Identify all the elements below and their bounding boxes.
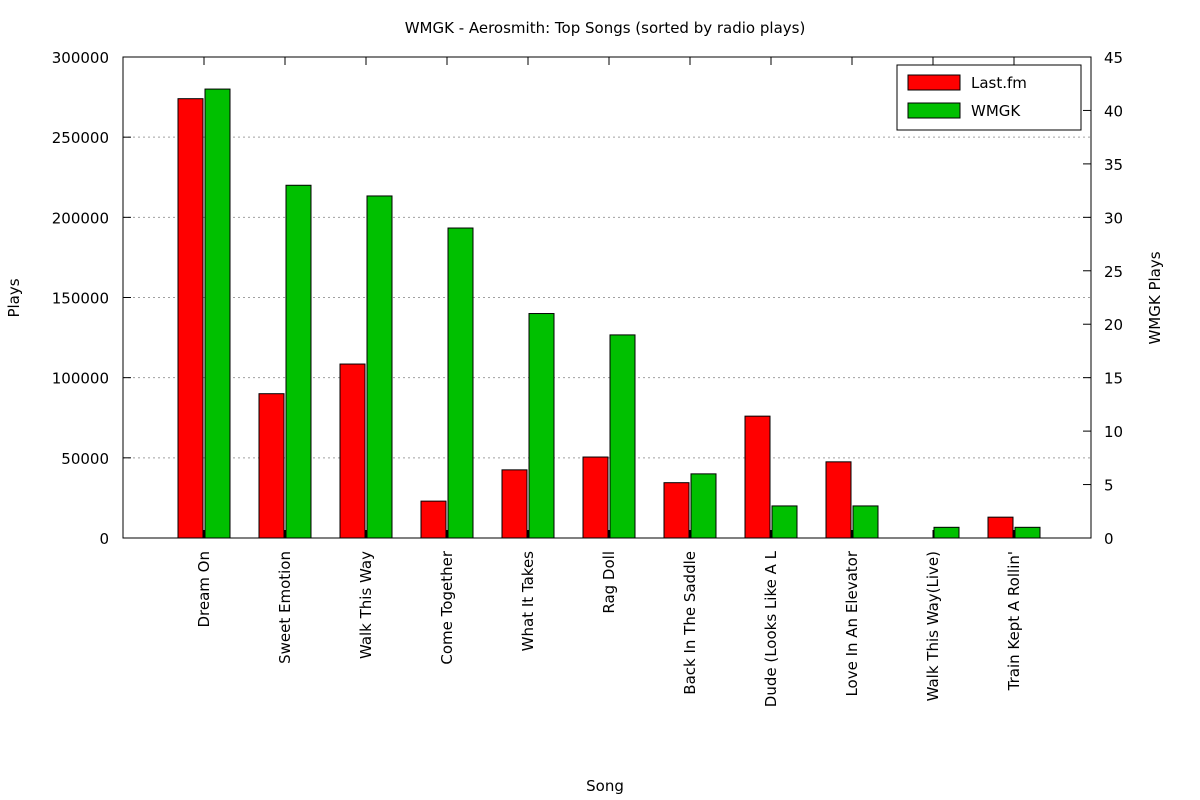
y2-tick-labels: 0 5 10 15 20 25 30 35 40 45 — [1104, 49, 1123, 548]
bars — [177, 88, 1041, 539]
x-tick-label: Dream On — [195, 551, 213, 628]
bar-lastfm — [501, 469, 528, 539]
y2-tick-label: 5 — [1104, 477, 1114, 495]
legend: Last.fm WMGK — [896, 64, 1082, 131]
bar-lastfm — [582, 456, 609, 539]
bar-lastfm — [258, 393, 285, 539]
legend-swatch-wmgk — [907, 102, 961, 119]
bar-wmgk — [690, 473, 717, 539]
x-tick-label: Walk This Way(Live) — [924, 551, 942, 701]
bar-wmgk — [609, 334, 636, 539]
bar-lastfm — [663, 482, 690, 539]
bar-wmgk — [285, 184, 312, 539]
y2-tick-label: 30 — [1104, 209, 1123, 227]
x-tick-label: Come Together — [438, 550, 456, 664]
bar-wmgk — [933, 526, 960, 539]
y2-tick-label: 10 — [1104, 423, 1123, 441]
bar-lastfm — [825, 461, 852, 539]
legend-label-wmgk: WMGK — [971, 102, 1021, 120]
y-tick-label: 50000 — [61, 450, 109, 468]
x-axis-label: Song — [586, 777, 624, 795]
bar-lastfm — [177, 98, 204, 539]
legend-swatch-lastfm — [907, 74, 961, 91]
legend-label-lastfm: Last.fm — [971, 74, 1027, 92]
bar-wmgk — [1014, 526, 1041, 539]
y2-axis-label: WMGK Plays — [1146, 251, 1164, 344]
x-tick-label: Rag Doll — [600, 551, 618, 614]
axis-ticks — [123, 56, 1091, 539]
y-tick-label: 200000 — [52, 209, 109, 227]
x-tick-label: What It Takes — [519, 551, 537, 652]
bar-lastfm — [420, 500, 447, 539]
y-tick-label: 150000 — [52, 290, 109, 308]
y2-tick-label: 25 — [1104, 263, 1123, 281]
bar-wmgk — [852, 505, 879, 539]
bar-wmgk — [366, 195, 393, 539]
y2-tick-label: 15 — [1104, 370, 1123, 388]
x-tick-label: Sweet Emotion — [276, 551, 294, 664]
chart-title: WMGK - Aerosmith: Top Songs (sorted by r… — [405, 19, 806, 37]
x-tick-labels: Dream On Sweet Emotion Walk This Way Come T… — [195, 550, 1023, 707]
bar-wmgk — [204, 88, 231, 539]
bar-wmgk — [528, 313, 555, 539]
y2-tick-label: 40 — [1104, 102, 1123, 120]
y2-tick-label: 45 — [1104, 49, 1123, 67]
y-tick-label: 300000 — [52, 49, 109, 67]
x-tick-label: Back In The Saddle — [681, 551, 699, 695]
y-tick-labels: 0 50000 100000 150000 200000 250000 300000 — [52, 49, 109, 548]
x-tick-label: Dude (Looks Like A L — [762, 550, 780, 707]
x-tick-label: Walk This Way — [357, 551, 375, 659]
bar-lastfm — [744, 415, 771, 539]
bar-wmgk — [771, 505, 798, 539]
bar-lastfm — [987, 516, 1014, 539]
y2-tick-label: 20 — [1104, 316, 1123, 334]
y-tick-label: 100000 — [52, 370, 109, 388]
y-tick-label: 0 — [99, 530, 109, 548]
y-axis-label: Plays — [5, 278, 23, 317]
x-tick-label: Love In An Elevator — [843, 550, 861, 696]
y2-tick-label: 35 — [1104, 156, 1123, 174]
bar-wmgk — [447, 227, 474, 539]
y-tick-label: 250000 — [52, 129, 109, 147]
y2-tick-label: 0 — [1104, 530, 1114, 548]
x-tick-label: Train Kept A Rollin' — [1005, 551, 1023, 691]
bar-lastfm — [339, 363, 366, 539]
